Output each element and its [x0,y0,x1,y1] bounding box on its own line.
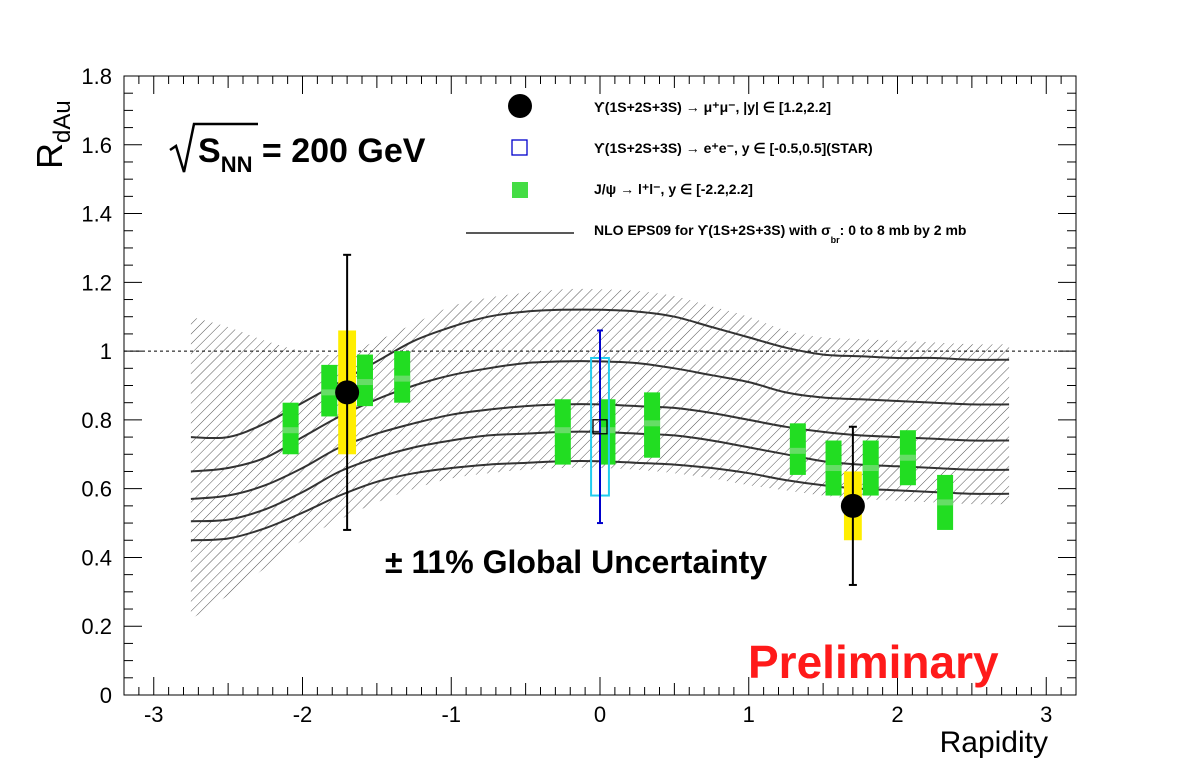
y-tick-label-1: 0.2 [81,614,112,639]
legend-entry-4-sub: br [831,235,840,245]
upsilon-point-1 [840,493,865,518]
x-tick-label-1: -2 [293,702,313,727]
jpsi-center-4 [554,427,571,434]
y-tick-label-5: 1 [100,339,112,364]
legend-entry-4-main: NLO EPS09 for ϒ(1S+2S+3S) with σ [594,222,831,238]
legend-marker-filled-circle [508,94,532,118]
legend-marker-green-box [512,182,528,198]
jpsi-center-9 [862,465,879,472]
jpsi-center-3 [394,375,411,382]
upsilon-point-0 [335,380,360,405]
y-tick-label-2: 0.4 [81,545,112,570]
axes-layer: -3 -2 -1 0 1 2 3 0 0.2 0.4 0.6 0.8 1 1.2 1.4 1.6 1.8 [81,64,1077,727]
y-tick-label-4: 0.8 [81,408,112,433]
y-tick-label-7: 1.4 [81,202,112,227]
x-tick-label-6: 3 [1040,702,1052,727]
x-tick-label-4: 1 [743,702,755,727]
y-tick-label-8: 1.6 [81,133,112,158]
y-axis-label-sub: dAu [49,100,76,143]
star-point-0 [592,419,608,435]
x-axis-label: Rapidity [940,726,1048,759]
svg-text:SNN = 200 GeV: SNN = 200 GeV [198,132,426,177]
global-uncertainty-label: ± 11% Global Uncertainty [385,544,767,580]
y-axis-label: RdAu [29,100,76,169]
jpsi-center-1 [321,389,338,396]
jpsi-center-7 [789,447,806,454]
legend-entry-3: J/ψ → l⁺l⁻, y ∈ [-2.2,2.2] [594,181,753,197]
energy-suffix: = 200 GeV [252,132,425,170]
legend-entry-1: ϒ(1S+2S+3S) → μ⁺μ⁻, |y| ∈ [1.2,2.2] [594,99,831,115]
x-tick-label-2: -1 [441,702,461,727]
x-tick-label-5: 2 [891,702,903,727]
jpsi-center-0 [282,427,299,434]
sqrt-sign [169,122,258,173]
y-tick-label-0: 0 [100,683,112,708]
jpsi-center-8 [825,465,842,472]
y-axis-label-main: R [29,143,70,169]
energy-sub: NN [221,152,253,177]
jpsi-center-11 [937,499,954,506]
legend-entry-2: ϒ(1S+2S+3S) → e⁺e⁻, y ∈ [-0.5,0.5](STAR) [594,140,873,156]
legend-entry-4: NLO EPS09 for ϒ(1S+2S+3S) with σbr: 0 to… [594,222,966,245]
legend-marker-open-square [511,139,528,156]
legend: ϒ(1S+2S+3S) → μ⁺μ⁻, |y| ∈ [1.2,2.2] ϒ(1S… [466,94,966,245]
x-tick-label-3: 0 [594,702,606,727]
legend-entry-4-suffix: : 0 to 8 mb by 2 mb [840,222,967,238]
energy-label: SNN = 200 GeV [169,122,426,177]
jpsi-center-10 [899,454,916,461]
x-tick-label-0: -3 [144,702,164,727]
preliminary-watermark: Preliminary [748,636,999,688]
data-points-layer [282,253,954,586]
energy-prefix: S [198,132,221,170]
y-tick-label-9: 1.8 [81,64,112,89]
y-tick-label-6: 1.2 [81,270,112,295]
jpsi-center-2 [356,379,373,386]
y-tick-label-3: 0.6 [81,477,112,502]
jpsi-center-6 [644,420,661,427]
